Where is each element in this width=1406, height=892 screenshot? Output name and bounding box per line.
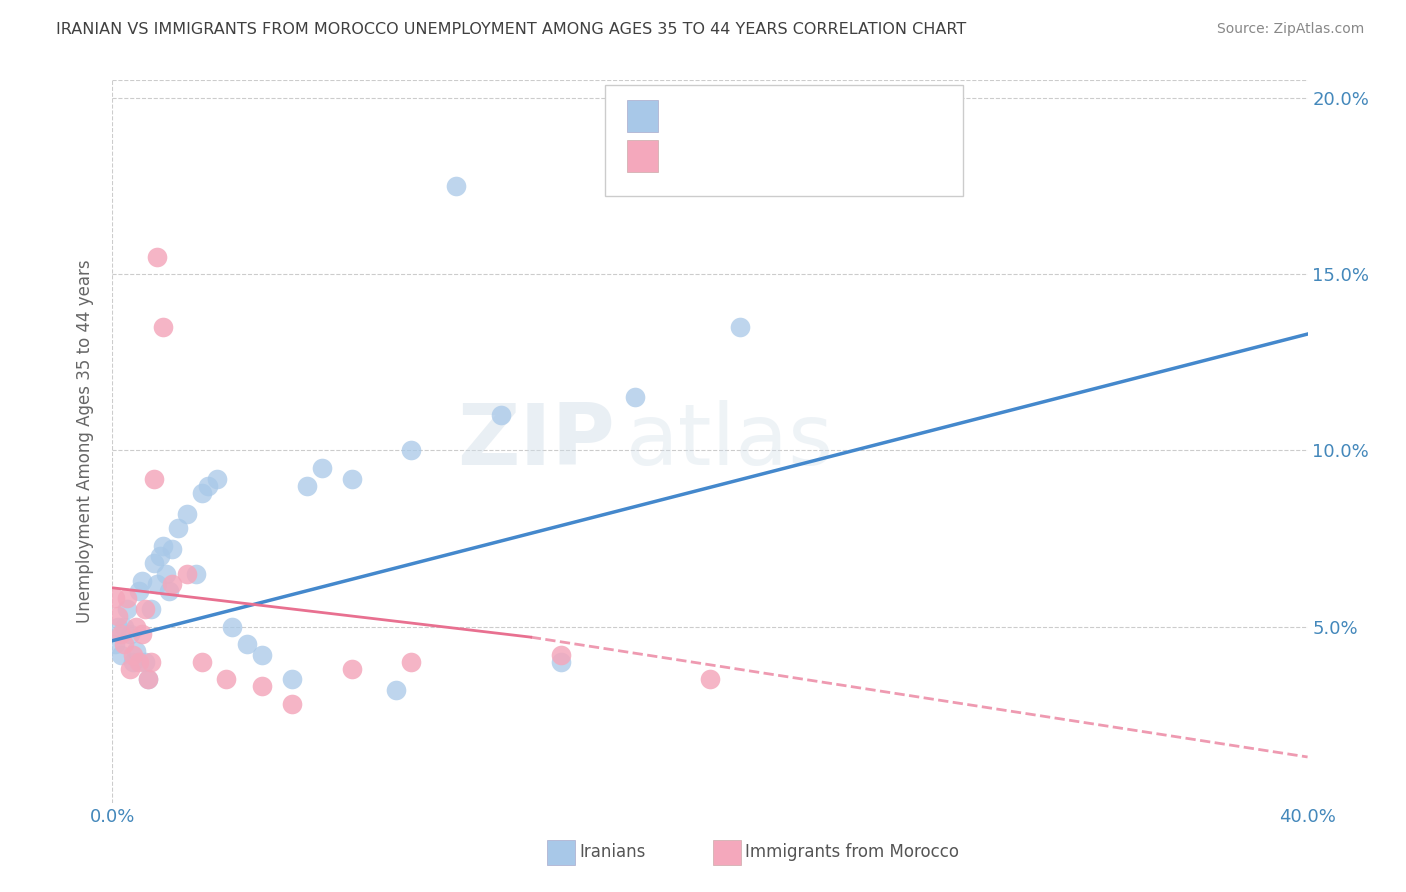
Point [152, 320, 174, 334]
Point [149, 549, 172, 563]
Point [141, 602, 163, 616]
Point [699, 673, 721, 687]
Point [138, 673, 160, 687]
Point [146, 577, 169, 591]
Point [152, 539, 174, 553]
Text: Source: ZipAtlas.com: Source: ZipAtlas.com [1216, 22, 1364, 37]
Point [128, 655, 150, 669]
Point [191, 655, 214, 669]
Point [550, 655, 572, 669]
Point [311, 461, 333, 475]
Point [401, 655, 423, 669]
Point [444, 179, 467, 194]
Text: N =: N = [792, 147, 831, 165]
Point [117, 591, 139, 606]
Point [122, 648, 145, 662]
Point [281, 673, 304, 687]
Point [197, 478, 219, 492]
Point [146, 250, 169, 264]
Point [250, 648, 273, 662]
Point [236, 637, 259, 651]
Text: atlas: atlas [627, 400, 834, 483]
Point [107, 619, 129, 633]
Point [728, 320, 751, 334]
Point [107, 609, 129, 624]
Point [340, 662, 363, 676]
Text: N =: N = [792, 107, 831, 125]
Text: 26: 26 [830, 147, 855, 165]
Text: Iranians: Iranians [579, 843, 645, 861]
Point [122, 655, 145, 669]
Point [131, 574, 153, 588]
Point [141, 655, 163, 669]
Point [162, 577, 183, 591]
Text: IRANIAN VS IMMIGRANTS FROM MOROCCO UNEMPLOYMENT AMONG AGES 35 TO 44 YEARS CORREL: IRANIAN VS IMMIGRANTS FROM MOROCCO UNEMP… [56, 22, 966, 37]
Text: 0.404: 0.404 [707, 107, 763, 125]
Point [120, 626, 142, 640]
Y-axis label: Unemployment Among Ages 35 to 44 years: Unemployment Among Ages 35 to 44 years [76, 260, 94, 624]
Point [221, 619, 243, 633]
Point [624, 391, 647, 405]
Point [250, 680, 273, 694]
Point [191, 485, 214, 500]
Point [143, 556, 166, 570]
Point [176, 566, 198, 581]
Point [110, 648, 132, 662]
Point [340, 471, 363, 485]
Point [205, 471, 228, 485]
Text: Immigrants from Morocco: Immigrants from Morocco [745, 843, 959, 861]
Point [157, 584, 180, 599]
Point [281, 697, 304, 711]
Point [120, 662, 142, 676]
Point [155, 566, 177, 581]
Text: ZIP: ZIP [457, 400, 614, 483]
Text: R =: R = [668, 147, 707, 165]
Point [162, 542, 183, 557]
Point [186, 566, 208, 581]
Text: -0.081: -0.081 [707, 147, 772, 165]
Point [550, 648, 572, 662]
Point [128, 584, 150, 599]
Point [295, 478, 318, 492]
Point [104, 637, 127, 651]
Point [176, 507, 198, 521]
Point [489, 408, 512, 422]
Point [134, 655, 156, 669]
Text: 40: 40 [830, 107, 855, 125]
Point [138, 673, 160, 687]
Point [143, 471, 166, 485]
Point [114, 637, 135, 651]
Point [134, 602, 156, 616]
Point [104, 591, 127, 606]
Point [131, 626, 153, 640]
Point [401, 443, 423, 458]
Point [114, 619, 135, 633]
Point [385, 683, 408, 698]
Text: R =: R = [668, 107, 707, 125]
Point [110, 626, 132, 640]
Point [215, 673, 238, 687]
Point [167, 521, 190, 535]
Point [125, 644, 148, 658]
Point [125, 619, 148, 633]
Point [117, 602, 139, 616]
